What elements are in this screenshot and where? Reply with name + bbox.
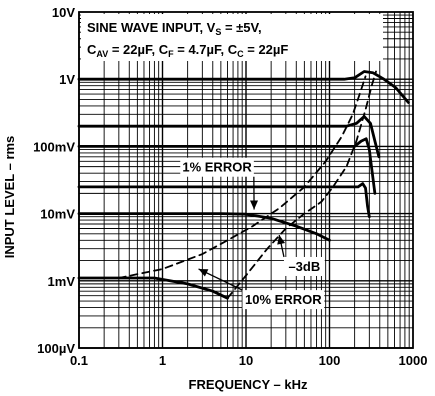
x-tick-label: 1 xyxy=(159,353,166,368)
error-curve-7 xyxy=(117,75,367,279)
x-tick-label: 0.1 xyxy=(70,353,88,368)
y-tick-label: 1V xyxy=(59,72,75,87)
input-level-curve-3 xyxy=(77,137,377,195)
x-axis-label: FREQUENCY – kHz xyxy=(189,377,308,392)
error-curve-8 xyxy=(226,70,377,300)
annotation-label-2: –3dB xyxy=(288,259,320,274)
annotation-background-3 xyxy=(242,290,325,310)
x-tick-label: 1000 xyxy=(399,353,428,368)
conditions-box: SINE WAVE INPUT, VS = ±5V, CAV = 22µF, CF… xyxy=(81,14,383,61)
input-level-curve-6 xyxy=(77,276,229,300)
annotations-group: 1% ERROR –3dB 10% ERROR xyxy=(180,157,325,310)
x-tick-label: 10 xyxy=(239,353,253,368)
annotation-label-3: 10% ERROR xyxy=(245,292,322,307)
annotation-background-1 xyxy=(180,157,254,177)
conditions-line-2: CAV = 22µF, CF = 4.7µF, CC = 22µF xyxy=(87,42,288,59)
y-tick-label: 1mV xyxy=(48,274,76,289)
conditions-background xyxy=(81,14,383,61)
input-level-curve-1 xyxy=(77,70,410,104)
tick-labels: 0.1 1 10 100 1000 100µV 1mV 10mV 100mV 1V 10V xyxy=(33,5,427,368)
annotation-arrowhead-3 xyxy=(198,268,209,277)
x-tick-label: 100 xyxy=(319,353,341,368)
input-level-curve-2 xyxy=(77,115,381,159)
input-level-curve-4 xyxy=(77,182,371,219)
annotation-arrowhead-1 xyxy=(250,200,259,210)
conditions-line-1: SINE WAVE INPUT, VS = ±5V, xyxy=(87,20,262,37)
series-group xyxy=(77,70,410,300)
y-axis-label: INPUT LEVEL – rms xyxy=(2,136,17,259)
y-tick-label: 100mV xyxy=(33,139,75,154)
y-tick-label: 10V xyxy=(52,5,75,20)
plot-frame xyxy=(78,11,414,349)
annotation-label-1: 1% ERROR xyxy=(182,160,252,175)
annotation-background-2 xyxy=(283,256,325,276)
y-tick-label: 10mV xyxy=(40,207,75,222)
plot-border xyxy=(78,11,414,349)
y-tick-label: 100µV xyxy=(37,341,75,356)
input-level-curve-5 xyxy=(77,212,331,242)
annotation-arrowhead-2 xyxy=(277,235,286,245)
